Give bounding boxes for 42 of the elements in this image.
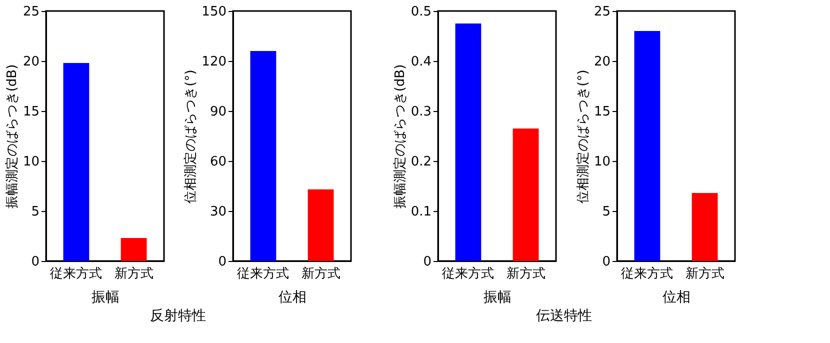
y-axis-title: 位相測定のばらつき(°) bbox=[184, 70, 199, 204]
y-axis-title: 位相測定のばらつき(°) bbox=[576, 70, 591, 204]
y-tick-label: 20 bbox=[594, 54, 610, 70]
text: 反射特性 bbox=[150, 308, 206, 324]
y-tick-label: 10 bbox=[594, 154, 610, 170]
y-axis-title: 振幅測定のばらつき(dB) bbox=[4, 64, 20, 209]
y-axis-title: 振幅測定のばらつき(dB) bbox=[392, 64, 408, 209]
y-tick-label: 0.1 bbox=[410, 204, 432, 220]
y-tick-label: 25 bbox=[22, 4, 40, 20]
y-tick-label: 120 bbox=[202, 54, 226, 70]
x-tick-label: 新方式 bbox=[114, 266, 154, 282]
y-tick-label: 15 bbox=[594, 104, 610, 120]
y-tick-label: 5 bbox=[602, 204, 610, 220]
x-tick-label: 新方式 bbox=[301, 266, 340, 282]
y-tick-label: 25 bbox=[594, 4, 610, 20]
y-tick-label: 60 bbox=[210, 154, 226, 170]
y-tick-label: 0 bbox=[218, 254, 226, 270]
x-tick-label: 新方式 bbox=[685, 266, 724, 282]
x-axis-title: 振幅 bbox=[484, 290, 512, 306]
y-tick-label: 90 bbox=[210, 104, 226, 120]
y-tick-label: 10 bbox=[22, 154, 40, 170]
y-tick-label: 0.5 bbox=[410, 4, 432, 20]
y-tick-label: 0 bbox=[602, 254, 610, 270]
x-tick-label: 従来方式 bbox=[237, 266, 290, 282]
y-tick-label: 0 bbox=[423, 254, 432, 270]
x-tick-label: 従来方式 bbox=[621, 266, 674, 282]
x-tick-label: 従来方式 bbox=[442, 266, 494, 282]
y-tick-label: 20 bbox=[22, 54, 40, 70]
x-tick-label: 従来方式 bbox=[50, 266, 102, 282]
y-tick-label: 0.4 bbox=[410, 54, 432, 70]
y-tick-label: 15 bbox=[22, 104, 40, 120]
text: 伝送特性 bbox=[536, 308, 592, 324]
y-tick-label: 5 bbox=[31, 204, 40, 220]
x-tick-label: 新方式 bbox=[506, 266, 546, 282]
x-axis-title: 位相 bbox=[662, 290, 690, 306]
x-axis-title: 振幅 bbox=[92, 290, 120, 306]
x-axis-title: 位相 bbox=[278, 290, 306, 306]
y-tick-label: 30 bbox=[210, 204, 226, 220]
y-tick-label: 150 bbox=[202, 4, 226, 20]
y-tick-label: 0.2 bbox=[410, 154, 432, 170]
y-tick-label: 0.3 bbox=[410, 104, 432, 120]
y-tick-label: 0 bbox=[31, 254, 40, 270]
